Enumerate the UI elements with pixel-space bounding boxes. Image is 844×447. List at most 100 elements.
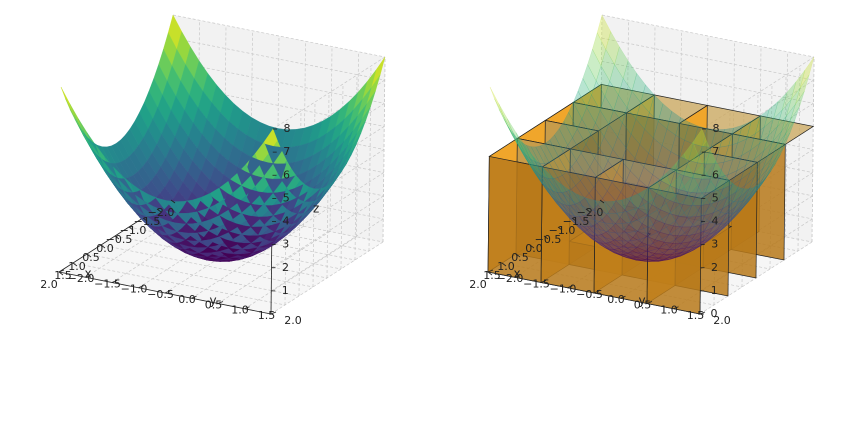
surface-patch (762, 145, 777, 169)
surface-patch (608, 109, 623, 138)
surface-patch (605, 241, 620, 250)
surface-patch (763, 126, 778, 152)
surface-patch (702, 204, 717, 220)
surface-patch (658, 258, 672, 262)
surface-patch (749, 168, 764, 189)
surface-patch (580, 143, 595, 168)
x-tick-mark (100, 244, 106, 249)
surface-patch (603, 237, 619, 247)
surface-patch (546, 178, 561, 199)
surface-patch (611, 171, 626, 193)
gridline-floor-x (114, 235, 328, 279)
surface-patch (694, 234, 709, 246)
surface-patch (521, 149, 535, 171)
surface-patch (640, 84, 655, 114)
surface-patch (665, 163, 680, 186)
surface-patch (663, 234, 678, 244)
surface-patch (578, 226, 592, 239)
surface-patch (623, 242, 638, 252)
z-tick-label: 6 (712, 168, 719, 181)
surface-patch (686, 205, 702, 218)
surface-patch (680, 249, 695, 257)
surface-patch (609, 64, 624, 96)
surface-patch (619, 230, 634, 243)
surface-patch (608, 231, 623, 242)
surface-patch (681, 216, 697, 228)
surface-patch (511, 130, 526, 156)
surface-patch (683, 203, 698, 220)
x-tick-label: 1.0 (68, 260, 86, 273)
y-tick-label: 1.0 (660, 304, 678, 317)
x-tick-mark (142, 217, 148, 222)
surface-patch (555, 187, 569, 206)
surface-patch (582, 229, 596, 241)
x-tick-mark (128, 226, 134, 231)
surface-patch (648, 209, 663, 225)
surface-patch (632, 247, 647, 255)
surface-patch (652, 192, 667, 211)
y-tick-mark (85, 274, 91, 278)
surface-patch (630, 252, 646, 258)
surface-patch (643, 152, 658, 175)
y-tick-label: −1.5 (523, 277, 550, 290)
surface-patch (675, 232, 690, 244)
surface-patch (515, 132, 530, 158)
surface-patch (60, 86, 75, 116)
z-tick-label: 3 (282, 238, 289, 251)
surface-patch (650, 239, 665, 249)
surface-patch (657, 203, 671, 220)
surface-patch (776, 119, 791, 146)
surface-patch (636, 242, 651, 252)
surface-patch (614, 46, 629, 79)
surface-patch (561, 191, 576, 206)
surface-patch (551, 196, 566, 214)
surface-patch (599, 229, 614, 241)
surface-patch (544, 139, 559, 161)
surface-patch (701, 150, 716, 174)
gridline-wall-z (271, 218, 384, 292)
surface-patch (631, 256, 646, 261)
gridline-wall-y (785, 51, 788, 237)
surface-patch (672, 235, 687, 244)
surface-patch (591, 80, 606, 111)
surface-patch (590, 209, 605, 224)
surface-patch (582, 230, 597, 242)
surface-patch (552, 177, 567, 193)
x-tick-label: 0.0 (525, 242, 543, 255)
surface-patch (711, 211, 726, 225)
surface-patch (581, 220, 597, 235)
surface-patch (679, 195, 694, 214)
surface-patch (780, 120, 795, 147)
y-tick-label: 2.0 (713, 314, 731, 327)
surface-patch (599, 95, 614, 125)
surface-patch (757, 170, 772, 191)
surface-patch (621, 147, 636, 172)
surface-patch (674, 186, 689, 206)
surface-patch (630, 239, 645, 248)
surface-patch (719, 127, 734, 148)
surface-patch (729, 206, 744, 221)
surface-patch (507, 118, 521, 145)
surface-patch (572, 128, 587, 154)
surface-patch (665, 185, 680, 203)
surface-patch (697, 146, 712, 165)
surface-patch (520, 150, 535, 173)
z-tick-label: 5 (283, 191, 290, 204)
surface-patch (744, 179, 759, 199)
z-tick-label: 1 (711, 284, 718, 297)
gridline-wall-y (356, 51, 359, 237)
y-tick-mark (191, 295, 197, 299)
surface-patch (654, 257, 668, 261)
surface-patch (625, 170, 640, 192)
y-tick-label: −2.0 (497, 272, 524, 285)
surface-patch (688, 240, 704, 249)
y-tick-label: 0.5 (634, 298, 652, 311)
x-tick-mark (487, 271, 493, 276)
surface-patch (603, 201, 618, 214)
surface-patch (535, 145, 550, 164)
z-tick-label: 8 (713, 122, 720, 135)
surface-patch (565, 212, 579, 226)
surface-patch (599, 136, 614, 162)
surface-patch (530, 146, 545, 164)
